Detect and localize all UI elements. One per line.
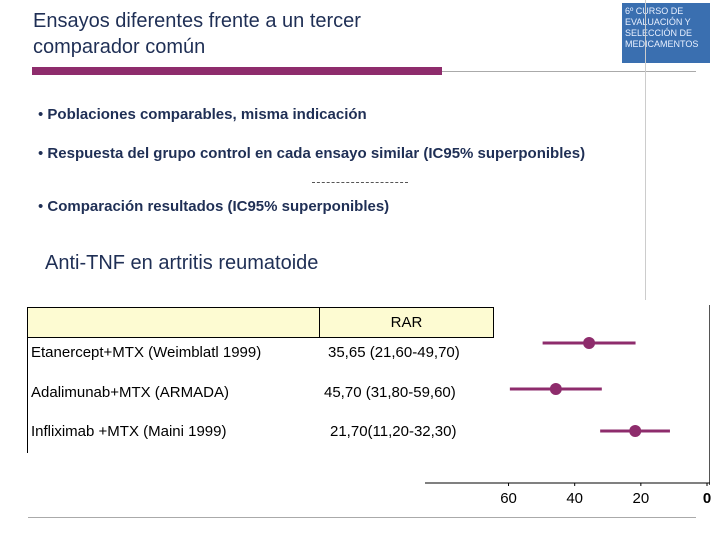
bullet: Poblaciones comparables, misma indicació…	[38, 106, 366, 123]
logo: 6º CURSO DE EVALUACIÓN Y SELECCIÓN DE ME…	[622, 3, 710, 63]
title-rule	[442, 71, 696, 72]
title-bar	[32, 67, 442, 75]
right-border	[709, 305, 710, 485]
table-cell: 21,70(11,20-32,30)	[330, 423, 457, 440]
subtitle: Anti-TNF en artritis reumatoide	[45, 252, 319, 274]
table-header: RAR	[319, 307, 494, 338]
point-estimate	[629, 425, 642, 437]
table-cell: 35,65 (21,60-49,70)	[328, 344, 460, 361]
table-cell: 45,70 (31,80-59,60)	[324, 384, 456, 401]
side-rule	[645, 0, 646, 300]
table-cell: Etanercept+MTX (Weimblatl 1999)	[31, 344, 262, 361]
slide-title: Ensayos diferentes frente a un tercer co…	[33, 10, 361, 58]
x-tick-label: 40	[566, 490, 583, 507]
table-cell: Adalimunab+MTX (ARMADA)	[31, 384, 229, 401]
x-tick-label: 60	[500, 490, 517, 507]
bottom-rule	[28, 517, 696, 518]
point-estimate	[583, 337, 596, 349]
table-left-border	[27, 338, 28, 453]
bullet: Respuesta del grupo control en cada ensa…	[38, 145, 585, 162]
point-estimate	[549, 383, 562, 395]
bullet: Comparación resultados (IC95% superponib…	[38, 198, 389, 215]
table-cell: Infliximab +MTX (Maini 1999)	[31, 423, 227, 440]
table-header-left	[27, 307, 320, 338]
x-tick-label: 20	[633, 490, 650, 507]
dash-rule	[312, 182, 408, 183]
x-tick-label: 0	[703, 490, 711, 507]
